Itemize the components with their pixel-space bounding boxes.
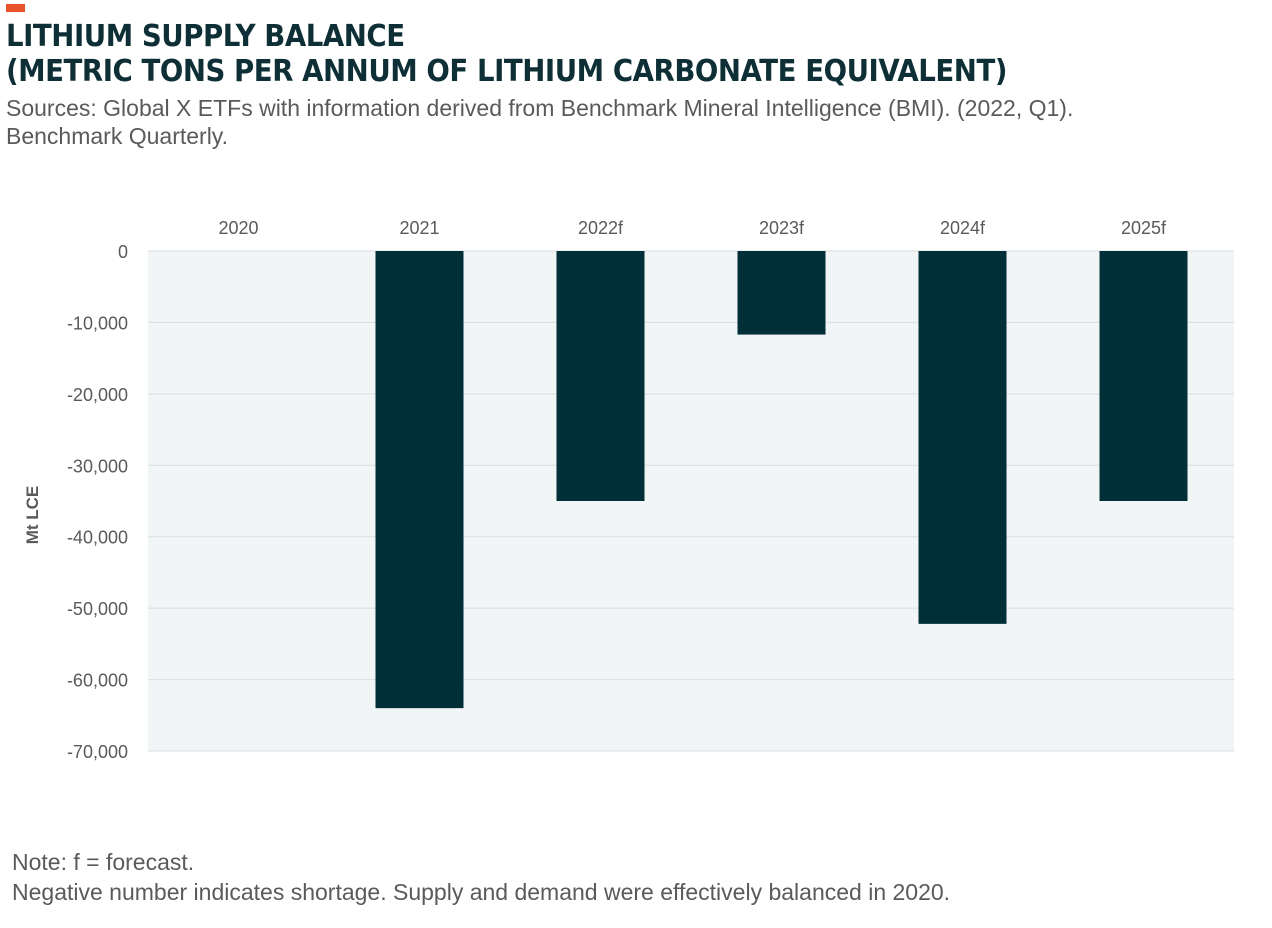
y-tick-label: -60,000 [67,671,128,691]
y-tick-label: -50,000 [67,599,128,619]
bar-2022f [556,251,645,501]
y-tick-label: -20,000 [67,385,128,405]
x-tick-label: 2020 [218,218,258,238]
y-tick-label: -30,000 [67,456,128,476]
bar-2023f [737,251,826,335]
x-tick-label: 2021 [399,218,439,238]
bar-chart: 0 -10,000 -20,000 -30,000 -40,000 -50,000 -60,… [23,218,1234,762]
bar-2025f [1099,251,1188,501]
x-tick-label: 2023f [759,218,805,238]
plot-area [148,251,1234,751]
x-tick-label: 2025f [1121,218,1167,238]
accent-bar [6,4,25,12]
y-tick-label: -10,000 [67,313,128,333]
chart-subtitle: (METRIC TONS PER ANNUM OF LITHIUM CARBON… [6,54,1007,89]
y-tick-label: -40,000 [67,528,128,548]
bar-2024f [918,251,1007,624]
forecast-note: Note: f = forecast. [12,849,195,875]
y-tick-label: -70,000 [67,742,128,762]
bar-2021 [375,251,464,709]
source-text: Sources: Global X ETFs with information … [6,95,1074,121]
source-text-continued: Benchmark Quarterly. [6,123,228,149]
shortage-note: Negative number indicates shortage. Supp… [12,879,951,905]
x-tick-label: 2022f [578,218,624,238]
chart-title: LITHIUM SUPPLY BALANCE [6,19,405,54]
x-tick-label: 2024f [940,218,986,238]
y-tick-label: 0 [118,242,128,262]
y-axis-label: Mt LCE [23,486,42,545]
